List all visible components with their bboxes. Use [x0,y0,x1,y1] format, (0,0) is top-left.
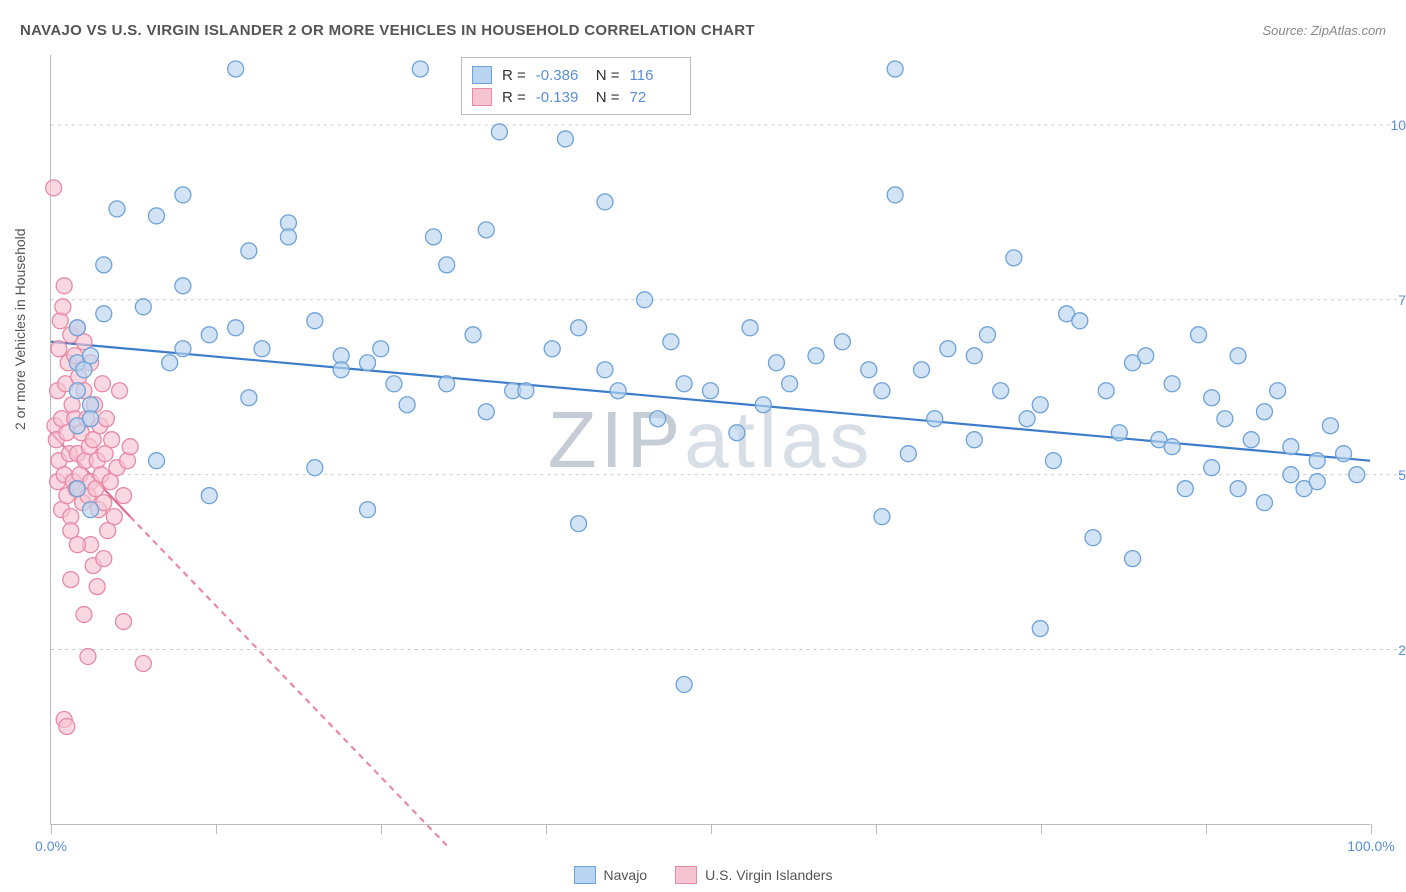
x-tick [51,824,52,834]
x-tick [1041,824,1042,834]
y-tick-label: 25.0% [1398,642,1406,658]
x-tick [381,824,382,834]
r-label: R = [502,89,526,106]
n-value-2: 72 [630,89,680,106]
source-label: Source: ZipAtlas.com [1262,23,1386,38]
legend-swatch-2 [675,866,697,884]
x-tick [1371,824,1372,834]
x-tick [546,824,547,834]
legend-label-2: U.S. Virgin Islanders [705,867,832,883]
n-value-1: 116 [630,67,680,84]
chart-container: NAVAJO VS U.S. VIRGIN ISLANDER 2 OR MORE… [0,0,1406,892]
scatter-svg [51,55,1370,824]
r-value-1: -0.386 [536,67,586,84]
n-label: N = [596,89,620,106]
legend-label-1: Navajo [604,867,648,883]
r-value-2: -0.139 [536,89,586,106]
stats-row-2: R = -0.139 N = 72 [472,86,680,108]
plot-area: ZIPatlas 25.0%50.0%75.0%100.0% 0.0%100.0… [50,55,1370,825]
x-tick-label: 100.0% [1347,838,1394,854]
stats-legend: R = -0.386 N = 116 R = -0.139 N = 72 [461,57,691,115]
x-tick [876,824,877,834]
y-tick-label: 75.0% [1398,292,1406,308]
legend-swatch-1 [574,866,596,884]
x-tick [1206,824,1207,834]
x-tick [711,824,712,834]
legend-item-2: U.S. Virgin Islanders [675,866,832,884]
swatch-series-1 [472,66,492,84]
gridlines [51,125,1406,650]
stats-row-1: R = -0.386 N = 116 [472,64,680,86]
x-tick [216,824,217,834]
chart-title: NAVAJO VS U.S. VIRGIN ISLANDER 2 OR MORE… [20,22,755,39]
y-axis-label: 2 or more Vehicles in Household [12,228,28,430]
bottom-legend: Navajo U.S. Virgin Islanders [0,866,1406,884]
r-label: R = [502,67,526,84]
swatch-series-2 [472,88,492,106]
x-tick-label: 0.0% [35,838,67,854]
n-label: N = [596,67,620,84]
y-tick-label: 100.0% [1391,117,1406,133]
y-tick-label: 50.0% [1398,467,1406,483]
trend-lines [51,342,1370,846]
points-series-1 [69,61,1364,693]
legend-item-1: Navajo [574,866,648,884]
title-bar: NAVAJO VS U.S. VIRGIN ISLANDER 2 OR MORE… [20,18,1386,42]
